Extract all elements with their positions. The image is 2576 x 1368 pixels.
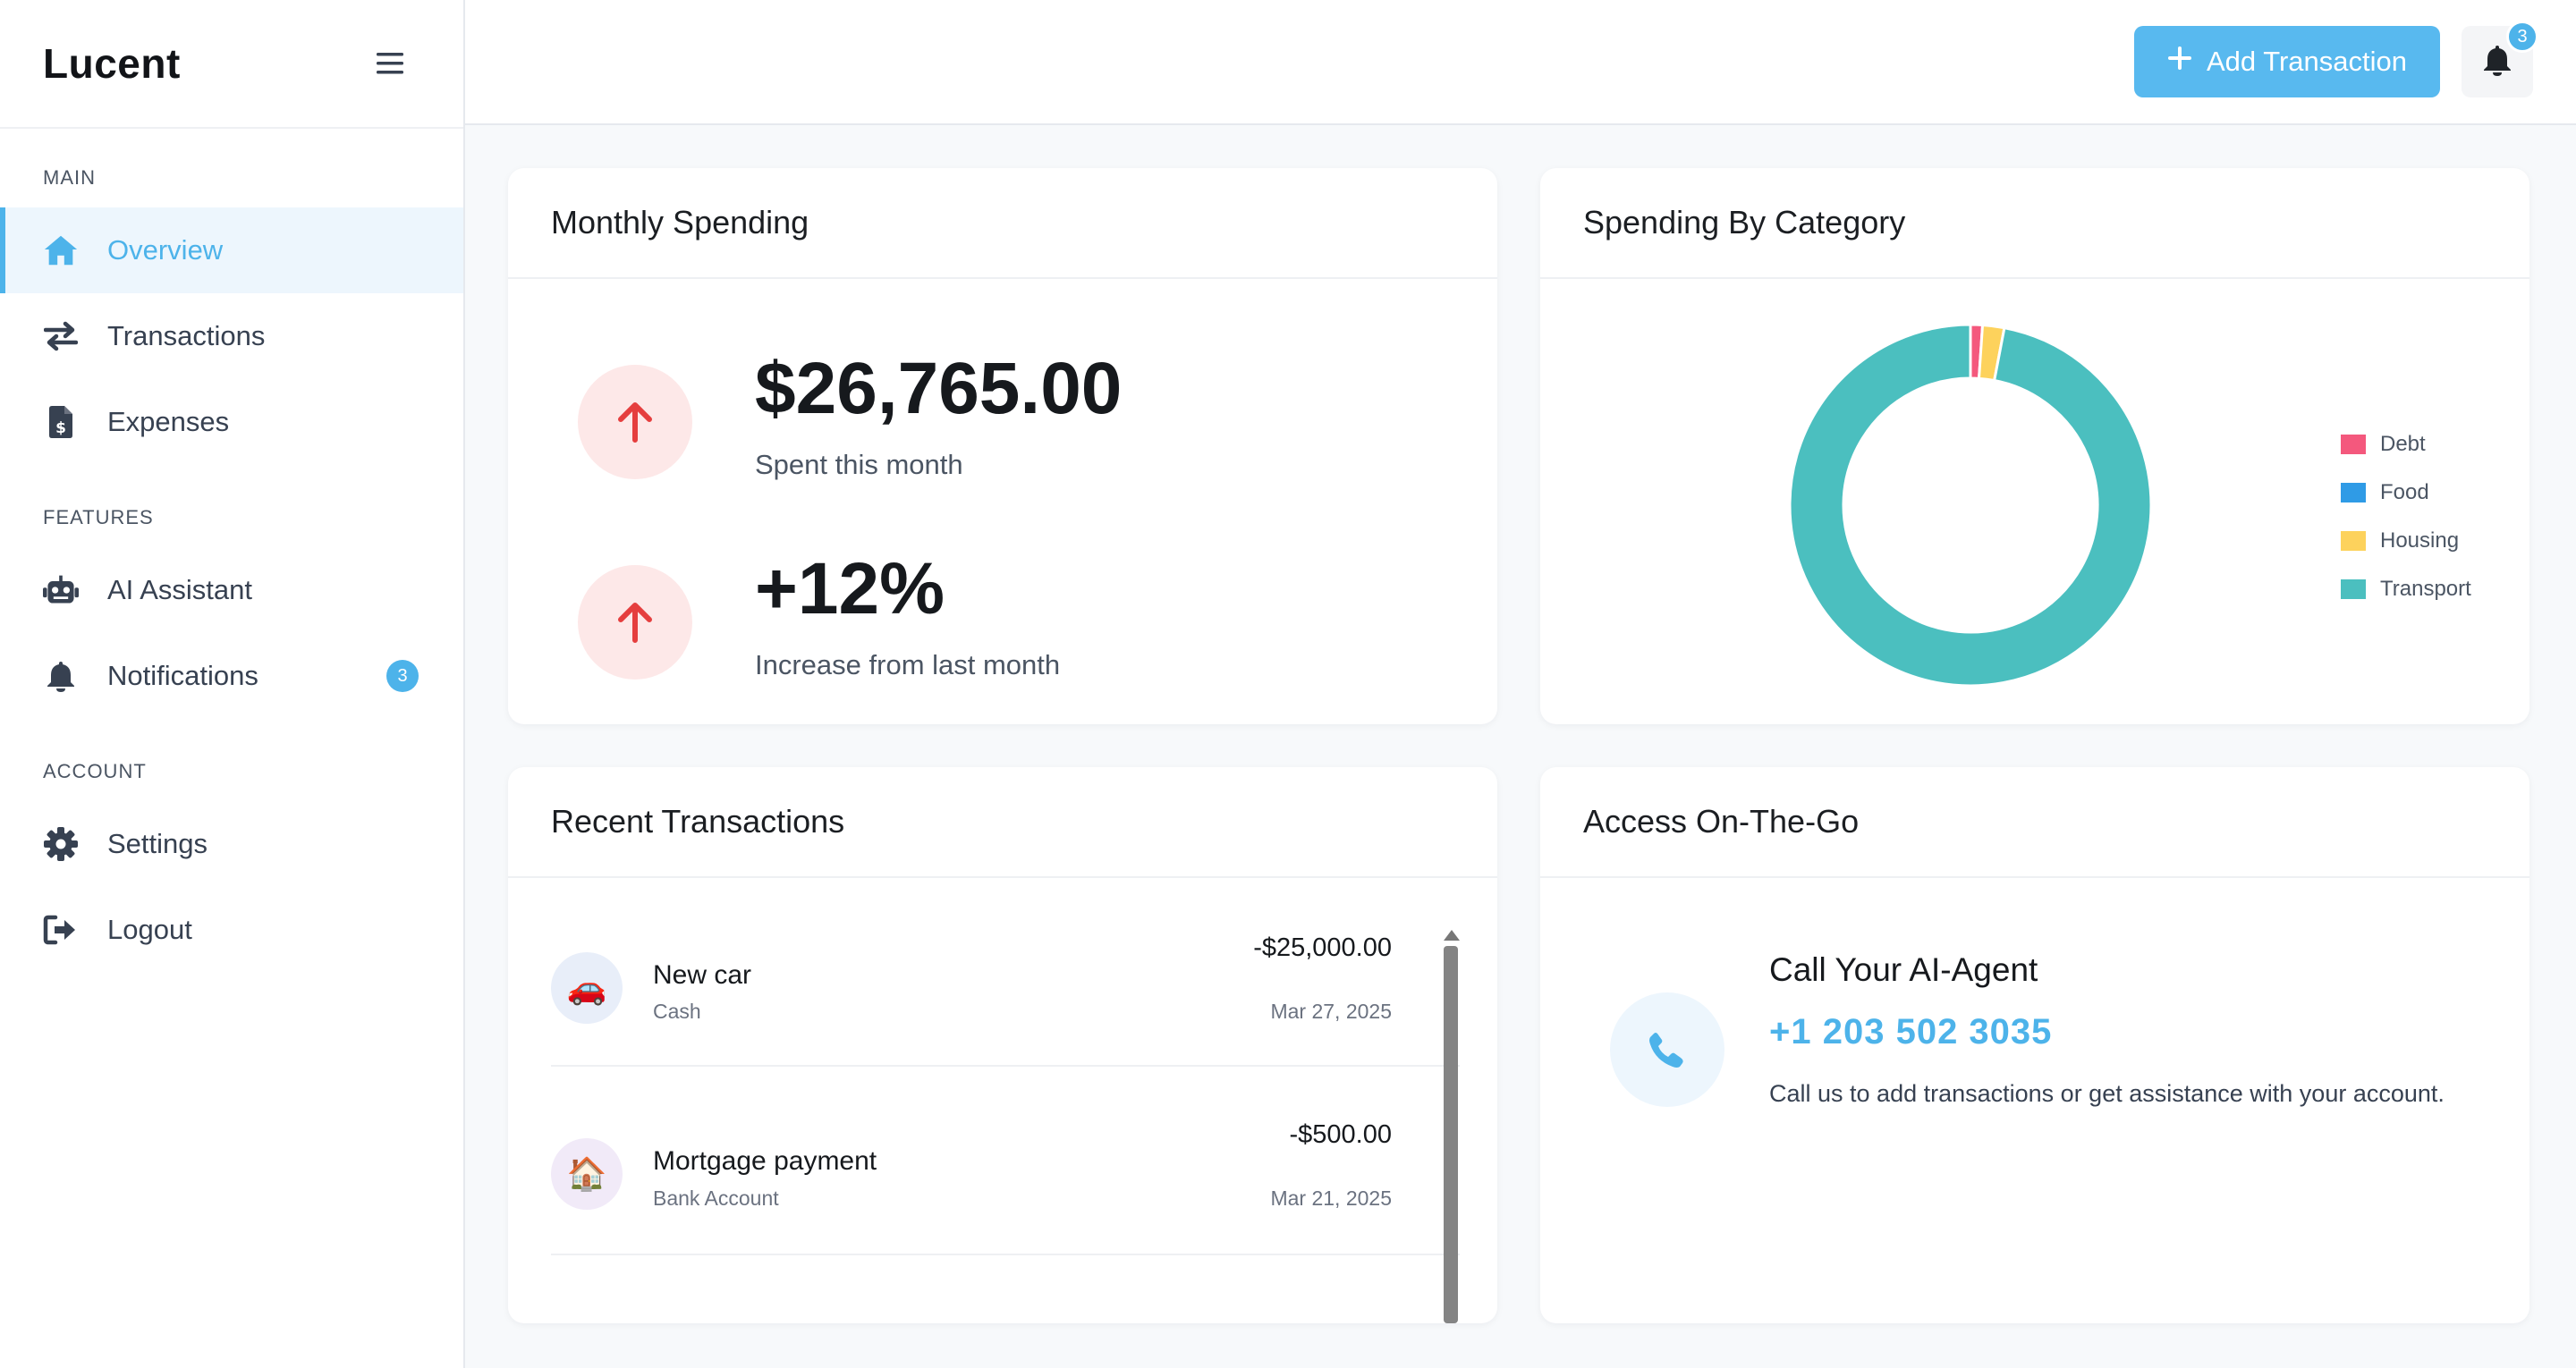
transaction-source: Bank Account <box>653 1186 779 1210</box>
recent-transactions-card: Recent Transactions 🚗 New car Cash -$25,… <box>508 767 1497 1323</box>
legend-swatch <box>2341 435 2366 454</box>
sidebar-item-label: Settings <box>107 828 208 859</box>
access-on-the-go-card: Access On-The-Go Call Your AI-Agent +1 2… <box>1540 767 2529 1323</box>
plus-icon <box>2167 46 2192 78</box>
card-title: Recent Transactions <box>508 767 1497 878</box>
sidebar-item-ai-assistant[interactable]: AI Assistant <box>0 547 463 633</box>
logout-icon <box>43 912 79 948</box>
notifications-badge: 3 <box>386 660 419 692</box>
sidebar-item-settings[interactable]: Settings <box>0 801 463 887</box>
legend-item-food[interactable]: Food <box>2341 469 2471 517</box>
transaction-name: New car <box>653 960 752 990</box>
transaction-list[interactable]: 🚗 New car Cash -$25,000.00 Mar 27, 2025 … <box>551 878 1460 1366</box>
legend-label: Housing <box>2380 528 2460 553</box>
phone-icon <box>1610 992 1724 1107</box>
sidebar: Lucent MAIN Overview Transactions $ Expe… <box>0 0 465 1368</box>
donut-slice-transport[interactable] <box>1788 323 2153 688</box>
scroll-up-arrow-icon[interactable] <box>1444 930 1460 941</box>
spending-by-category-card: Spending By Category Debt Food Housing <box>1540 168 2529 724</box>
sidebar-item-label: Overview <box>107 234 224 266</box>
add-transaction-label: Add Transaction <box>2206 46 2408 77</box>
chart-legend: Debt Food Housing Transport <box>2341 420 2471 613</box>
sidebar-item-logout[interactable]: Logout <box>0 887 463 973</box>
invoice-dollar-icon: $ <box>43 404 79 440</box>
change-caption: Increase from last month <box>755 649 1061 680</box>
spent-amount: $26,765.00 <box>755 348 1123 429</box>
home-icon <box>43 232 79 268</box>
transaction-name: Mortgage payment <box>653 1146 877 1176</box>
robot-icon <box>43 572 79 608</box>
agent-phone-link[interactable]: +1 203 502 3035 <box>1769 1012 2053 1051</box>
legend-item-debt[interactable]: Debt <box>2341 420 2471 469</box>
sidebar-item-label: Expenses <box>107 406 230 437</box>
transaction-date: Mar 27, 2025 <box>1270 1000 1392 1023</box>
brand-logo: Lucent <box>43 40 181 87</box>
card-title: Access On-The-Go <box>1540 767 2529 878</box>
main-content: Add Transaction 3 Monthly Spending $26,7… <box>465 0 2576 1368</box>
menu-toggle-icon[interactable] <box>372 46 408 81</box>
spent-caption: Spent this month <box>755 449 963 480</box>
monthly-spending-card: Monthly Spending $26,765.00 Spent this m… <box>508 168 1497 724</box>
agent-description: Call us to add transactions or get assis… <box>1769 1080 2445 1107</box>
sidebar-item-transactions[interactable]: Transactions <box>0 293 463 379</box>
house-icon: 🏠 <box>551 1138 623 1210</box>
transaction-row[interactable]: 🚗 New car Cash -$25,000.00 Mar 27, 2025 <box>551 878 1460 1067</box>
legend-item-housing[interactable]: Housing <box>2341 517 2471 565</box>
legend-swatch <box>2341 579 2366 599</box>
notifications-button[interactable]: 3 <box>2462 21 2538 97</box>
section-label-features: FEATURES <box>43 506 154 528</box>
scrollbar-thumb[interactable] <box>1444 946 1458 1323</box>
sidebar-item-overview[interactable]: Overview <box>0 207 463 293</box>
sidebar-item-notifications[interactable]: Notifications 3 <box>0 633 463 719</box>
agent-title: Call Your AI-Agent <box>1769 951 2038 988</box>
card-title: Monthly Spending <box>508 168 1497 279</box>
legend-label: Transport <box>2380 577 2471 601</box>
category-donut-chart[interactable] <box>1774 308 2167 702</box>
transaction-amount: -$500.00 <box>1289 1120 1393 1149</box>
transaction-date: Mar 21, 2025 <box>1270 1186 1392 1210</box>
car-icon: 🚗 <box>551 952 623 1024</box>
swap-arrows-icon <box>43 318 79 354</box>
notification-count-badge: 3 <box>2506 21 2538 53</box>
svg-text:$: $ <box>55 419 66 437</box>
top-bar: Add Transaction 3 <box>465 0 2576 125</box>
bell-icon <box>43 658 79 694</box>
bell-icon <box>2483 44 2512 80</box>
section-label-account: ACCOUNT <box>43 760 147 782</box>
add-transaction-button[interactable]: Add Transaction <box>2134 26 2440 97</box>
transaction-amount: -$25,000.00 <box>1253 933 1392 962</box>
spent-stat: $26,765.00 Spent this month <box>578 352 1122 481</box>
legend-item-transport[interactable]: Transport <box>2341 565 2471 613</box>
change-percent: +12% <box>755 548 945 629</box>
transaction-source: Cash <box>653 1000 701 1023</box>
legend-label: Food <box>2380 480 2429 504</box>
arrow-up-icon <box>578 365 692 479</box>
legend-label: Debt <box>2380 432 2426 456</box>
sidebar-item-label: Transactions <box>107 320 266 351</box>
transaction-row[interactable]: 🏠 Mortgage payment Bank Account -$500.00… <box>551 1067 1460 1255</box>
card-title: Spending By Category <box>1540 168 2529 279</box>
change-stat: +12% Increase from last month <box>578 553 1061 681</box>
sidebar-item-label: Notifications <box>107 660 258 691</box>
sidebar-item-label: AI Assistant <box>107 574 252 605</box>
arrow-up-icon <box>578 565 692 680</box>
section-label-main: MAIN <box>43 166 96 189</box>
gear-icon <box>43 826 79 862</box>
sidebar-item-label: Logout <box>107 914 192 945</box>
legend-swatch <box>2341 483 2366 502</box>
sidebar-header: Lucent <box>0 0 463 129</box>
legend-swatch <box>2341 531 2366 551</box>
sidebar-item-expenses[interactable]: $ Expenses <box>0 379 463 465</box>
